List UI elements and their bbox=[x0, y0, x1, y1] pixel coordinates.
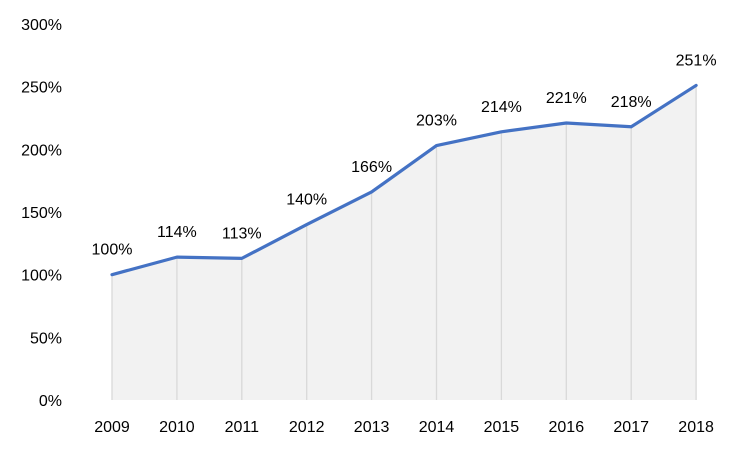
y-axis-ticks: 0% 50% 100% 150% 200% 250% 300% bbox=[21, 17, 62, 410]
data-labels: 100% 114% 113% 140% 166% 203% 214% 221% 218% 251% bbox=[92, 52, 717, 258]
x-tick-label: 2010 bbox=[159, 419, 195, 436]
drop-lines bbox=[111, 85, 697, 400]
series-line bbox=[110, 83, 698, 277]
y-tick-label: 50% bbox=[30, 330, 62, 347]
x-axis-ticks: 2009 2010 2011 2012 2013 2014 2015 2016 2017 2018 bbox=[94, 419, 714, 436]
x-tick-label: 2011 bbox=[225, 419, 260, 436]
area-fill bbox=[112, 85, 697, 400]
data-label: 214% bbox=[481, 99, 522, 116]
data-label: 100% bbox=[92, 242, 133, 259]
y-tick-label: 100% bbox=[21, 268, 62, 285]
x-tick-label: 2014 bbox=[419, 419, 455, 436]
area-layer bbox=[112, 85, 697, 400]
x-tick-label: 2018 bbox=[678, 419, 714, 436]
data-label: 140% bbox=[286, 192, 327, 209]
data-label: 113% bbox=[222, 225, 262, 242]
data-label: 203% bbox=[416, 113, 457, 130]
y-tick-label: 0% bbox=[39, 393, 62, 410]
x-tick-label: 2009 bbox=[94, 419, 130, 436]
x-tick-label: 2016 bbox=[549, 419, 585, 436]
series-line-layer bbox=[110, 83, 698, 277]
y-tick-label: 150% bbox=[21, 205, 62, 222]
data-label: 114% bbox=[157, 224, 197, 241]
y-tick-label: 250% bbox=[21, 80, 62, 97]
x-tick-label: 2017 bbox=[613, 419, 649, 436]
data-label: 166% bbox=[351, 159, 392, 176]
x-tick-label: 2013 bbox=[354, 419, 390, 436]
x-tick-label: 2012 bbox=[289, 419, 325, 436]
x-tick-label: 2015 bbox=[484, 419, 520, 436]
y-tick-label: 200% bbox=[21, 142, 62, 159]
data-label: 221% bbox=[546, 90, 587, 107]
data-label: 218% bbox=[611, 94, 652, 111]
data-label: 251% bbox=[676, 52, 717, 69]
y-tick-label: 300% bbox=[21, 17, 62, 34]
